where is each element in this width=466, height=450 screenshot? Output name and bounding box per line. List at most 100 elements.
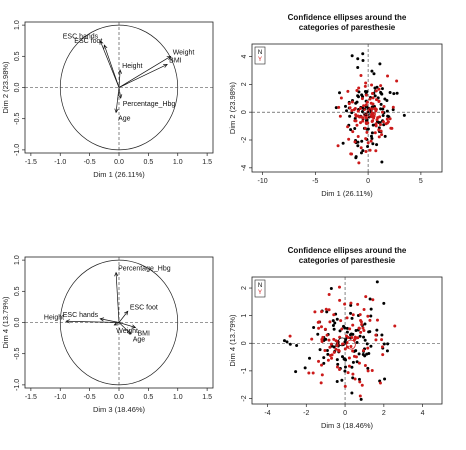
- data-point: [351, 332, 355, 336]
- variable-label: Weight: [116, 328, 138, 335]
- unit-circle: [59, 259, 179, 386]
- data-point: [294, 370, 298, 374]
- plot-frame: [251, 276, 443, 405]
- data-point: [359, 330, 363, 334]
- data-point: [393, 324, 397, 328]
- data-point: [324, 307, 328, 311]
- data-point: [367, 330, 371, 334]
- data-point: [354, 349, 358, 353]
- y-tick-label: 2: [241, 82, 248, 86]
- data-point: [354, 119, 358, 123]
- data-point: [359, 151, 363, 155]
- variable-label: Weight: [173, 49, 195, 56]
- data-point: [357, 326, 361, 330]
- data-point: [350, 54, 354, 58]
- x-tick-label: 2: [382, 410, 386, 417]
- data-point: [366, 346, 370, 350]
- data-point: [343, 384, 347, 388]
- data-point: [359, 319, 363, 323]
- data-point: [319, 381, 323, 385]
- data-point: [365, 352, 369, 356]
- data-point: [361, 353, 365, 357]
- variable-label: ESC hands: [63, 34, 99, 41]
- data-point: [379, 129, 383, 133]
- data-point: [352, 354, 356, 358]
- data-point: [374, 124, 378, 128]
- data-point: [307, 371, 311, 375]
- data-point: [325, 333, 329, 337]
- data-point: [373, 86, 377, 90]
- y-tick-label: 4: [241, 54, 248, 58]
- data-point: [374, 149, 378, 153]
- x-tick-label: 0: [343, 410, 347, 417]
- variable-label: Age: [133, 337, 146, 344]
- data-point: [386, 342, 390, 346]
- arrowhead: [99, 317, 105, 322]
- data-point: [348, 106, 352, 110]
- x-tick-label: -4: [264, 410, 270, 417]
- x-tick-label: 0.0: [114, 159, 124, 166]
- data-point: [345, 330, 349, 334]
- data-point: [366, 369, 370, 373]
- data-point: [360, 323, 364, 327]
- data-point: [353, 140, 357, 144]
- x-tick-label: 0: [366, 178, 370, 185]
- data-point: [364, 295, 368, 299]
- data-point: [363, 363, 367, 367]
- x-axis-label: Dim 3 (18.46%): [321, 421, 374, 430]
- data-point: [365, 342, 369, 346]
- y-tick-label: -2: [241, 137, 248, 143]
- confidence-ellipse: [366, 107, 377, 118]
- data-point: [349, 303, 353, 307]
- arrowhead: [117, 69, 122, 74]
- variable-label: BMI: [137, 330, 150, 337]
- data-point: [374, 333, 378, 337]
- data-point: [320, 363, 324, 367]
- data-point: [350, 109, 354, 113]
- data-point: [362, 329, 366, 333]
- data-point: [388, 91, 392, 95]
- data-point: [317, 359, 321, 363]
- data-point: [350, 391, 354, 395]
- y-tick-label: 1.0: [14, 255, 21, 265]
- y-tick-label: -1: [241, 368, 248, 374]
- data-point: [366, 144, 370, 148]
- y-axis-label: Dim 4 (13.79%): [228, 314, 237, 367]
- data-point: [361, 349, 365, 353]
- confidence-ellipse: [362, 107, 371, 116]
- data-point: [345, 316, 349, 320]
- data-point: [359, 115, 363, 119]
- data-point: [356, 66, 360, 70]
- data-point: [356, 95, 360, 99]
- data-point: [366, 314, 370, 318]
- data-point: [317, 326, 321, 330]
- data-point: [356, 135, 360, 139]
- data-point: [356, 57, 360, 61]
- data-point: [338, 298, 342, 302]
- data-point: [364, 122, 368, 126]
- data-point: [370, 69, 374, 73]
- data-point: [378, 123, 382, 127]
- data-point: [343, 365, 347, 369]
- variable-arrow: [118, 87, 122, 99]
- unit-circle: [59, 24, 179, 151]
- data-point: [381, 120, 385, 124]
- data-point: [350, 365, 354, 369]
- data-point: [351, 360, 355, 364]
- data-point: [347, 102, 351, 106]
- data-point: [333, 321, 337, 325]
- arrowhead: [126, 329, 132, 335]
- data-point: [317, 320, 321, 324]
- x-tick-label: 5: [419, 178, 423, 185]
- data-point: [336, 144, 340, 148]
- data-point: [361, 119, 365, 123]
- data-point: [336, 362, 340, 366]
- data-point: [343, 369, 347, 373]
- data-point: [353, 377, 357, 381]
- data-point: [371, 102, 375, 106]
- data-point: [349, 152, 353, 156]
- data-point: [330, 356, 334, 360]
- arrowhead: [103, 44, 108, 50]
- data-point: [346, 89, 350, 93]
- data-point: [379, 84, 383, 88]
